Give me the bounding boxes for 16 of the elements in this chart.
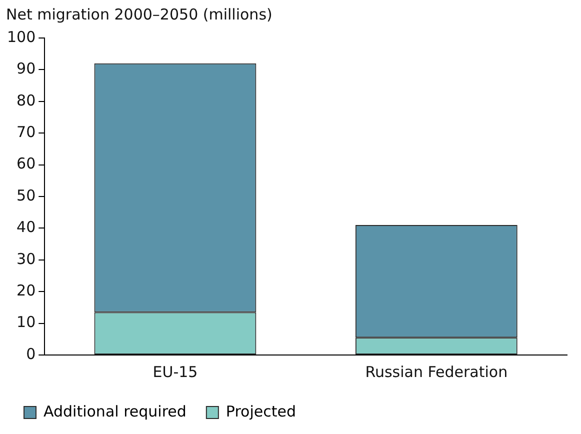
y-tick-label: 30 [16, 250, 36, 268]
y-tick-label: 70 [16, 122, 36, 141]
y-tick-label: 100 [6, 28, 36, 46]
y-tick-label: 50 [16, 186, 36, 204]
y-tick-label: 60 [16, 154, 36, 173]
y-tick-label: 80 [16, 91, 36, 110]
legend-label: Projected [226, 402, 296, 420]
y-axis-title: Net migration 2000–2050 (millions) [6, 5, 272, 24]
x-tick-label: EU-15 [152, 362, 198, 381]
y-tick-label: 10 [16, 313, 36, 332]
y-tick-label: 40 [16, 218, 36, 236]
legend-label: Additional required [44, 402, 186, 420]
x-tick-label: Russian Federation [365, 362, 508, 381]
y-tick-label: 0 [26, 344, 36, 363]
y-tick-label: 90 [16, 60, 36, 78]
y-tick-label: 20 [16, 281, 36, 300]
